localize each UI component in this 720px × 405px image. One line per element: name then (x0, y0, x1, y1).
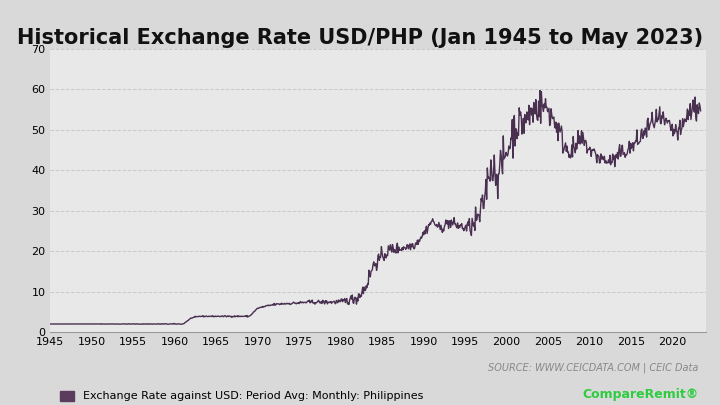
Text: SOURCE: WWW.CEICDATA.COM | CEIC Data: SOURCE: WWW.CEICDATA.COM | CEIC Data (488, 362, 698, 373)
Text: CompareRemit®: CompareRemit® (582, 388, 698, 401)
Text: Historical Exchange Rate USD/PHP (Jan 1945 to May 2023): Historical Exchange Rate USD/PHP (Jan 19… (17, 28, 703, 48)
Legend: Exchange Rate against USD: Period Avg: Monthly: Philippines: Exchange Rate against USD: Period Avg: M… (56, 386, 428, 405)
